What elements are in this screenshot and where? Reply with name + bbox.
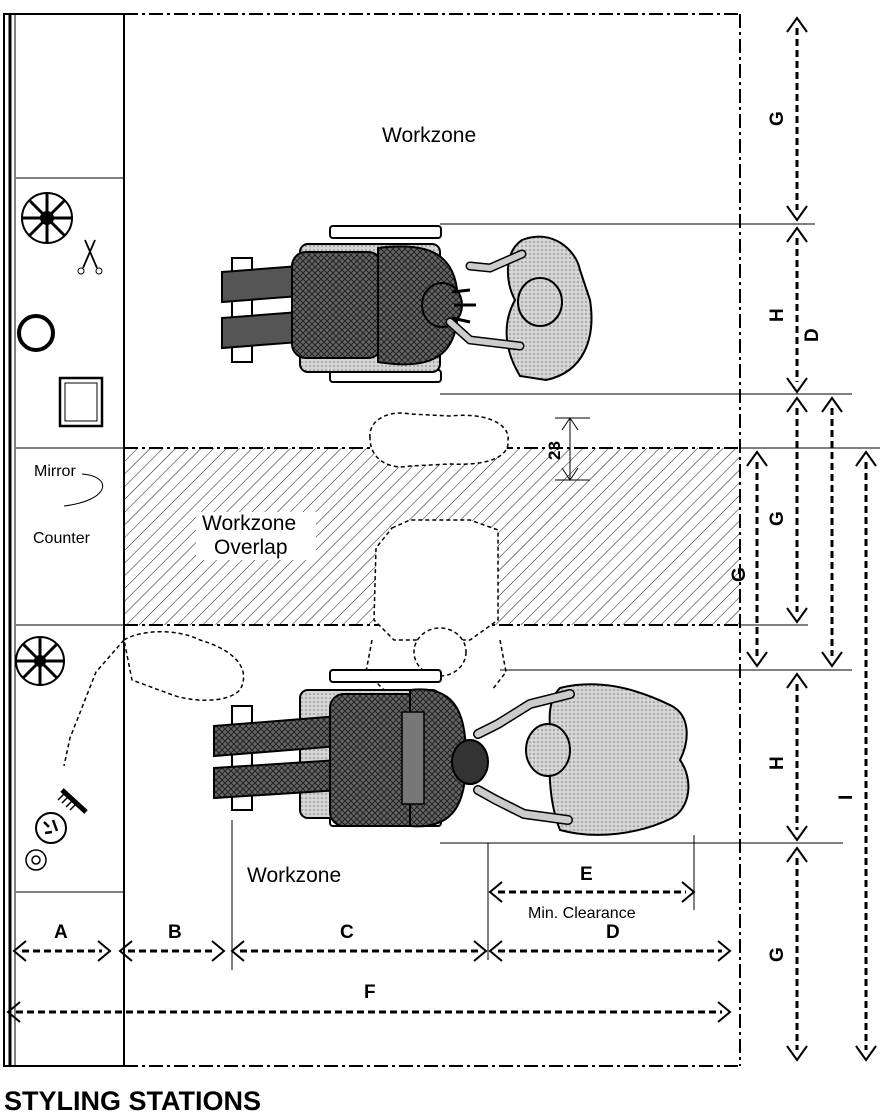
horizontal-dimensions: A B C D E Min. Clearance F — [6, 864, 732, 1023]
clearance-dimension-23: 23 — [545, 417, 590, 481]
comb-icon — [57, 788, 88, 814]
overlap-label-bg — [196, 512, 316, 560]
vertical-dimensions: G H G G D H G — [729, 16, 877, 1062]
hair-dryer-icon — [21, 192, 73, 244]
svg-text:G: G — [767, 947, 788, 962]
clearance-value-label: 23 — [545, 441, 564, 460]
standing-stylist-bottom — [473, 683, 690, 836]
dim-E: E Min. Clearance — [488, 864, 696, 922]
svg-text:F: F — [364, 982, 376, 1003]
scissors-icon — [77, 239, 103, 275]
counter-items-bottom — [15, 636, 88, 871]
min-clearance-label: Min. Clearance — [528, 905, 636, 922]
svg-text:G: G — [729, 567, 750, 582]
dim-A: A — [12, 922, 112, 962]
dim-D-bottom: D — [488, 922, 732, 962]
svg-text:I: I — [836, 795, 857, 800]
counter-items-top — [17, 192, 104, 428]
dim-I: I — [836, 450, 877, 1062]
standing-stylist-top — [445, 235, 593, 382]
svg-text:B: B — [168, 922, 182, 943]
overlap-label-line1: Workzone — [202, 512, 296, 535]
mirror-icon — [63, 473, 104, 507]
dim-G-bottom: G — [767, 846, 808, 1062]
mirror-label: Mirror — [34, 463, 76, 480]
svg-text:D: D — [606, 922, 620, 943]
dim-G-mid-outer: G — [729, 450, 768, 668]
overlap-label-line2: Overlap — [214, 536, 288, 559]
ghost-stylist-middle — [373, 519, 499, 641]
dim-C: C — [230, 922, 488, 962]
svg-text:A: A — [54, 922, 68, 943]
dim-B: B — [118, 922, 226, 962]
svg-text:E: E — [580, 864, 593, 885]
bottom-styling-station — [213, 669, 690, 836]
tray-icon — [58, 376, 104, 428]
workzone-bottom-label: Workzone — [247, 864, 341, 887]
ghost-figures — [63, 412, 509, 767]
dim-H-top: H — [767, 226, 808, 394]
round-brush-icon — [17, 314, 55, 352]
workzone-top-label: Workzone — [382, 124, 476, 147]
dim-H-bottom: H — [767, 672, 808, 842]
seated-client-top — [221, 245, 476, 366]
counter-label: Counter — [33, 530, 91, 547]
top-styling-station — [221, 225, 593, 383]
seated-client-bottom — [213, 688, 489, 828]
dim-G-mid-inner: G — [767, 396, 808, 624]
dim-G-top: G — [767, 16, 808, 222]
svg-text:C: C — [340, 922, 354, 943]
svg-text:G: G — [767, 511, 788, 526]
ghost-stylist-top — [369, 412, 509, 468]
dim-F: F — [6, 982, 732, 1023]
svg-text:H: H — [767, 308, 788, 322]
svg-text:D: D — [802, 328, 823, 342]
diagram-title: STYLING STATIONS — [4, 1086, 261, 1116]
svg-text:G: G — [767, 111, 788, 126]
reference-lines — [231, 223, 880, 970]
disc-icon — [25, 849, 47, 871]
chair-armrest-top-2 — [329, 669, 442, 683]
counter-wall — [3, 13, 125, 1067]
dim-D-right: D — [802, 328, 843, 668]
chair-armrest-top — [329, 225, 442, 239]
hair-dryer-icon-2 — [15, 636, 65, 686]
ghost-stylist-left — [123, 631, 245, 701]
product-jar-icon — [35, 812, 67, 844]
svg-text:H: H — [767, 756, 788, 770]
